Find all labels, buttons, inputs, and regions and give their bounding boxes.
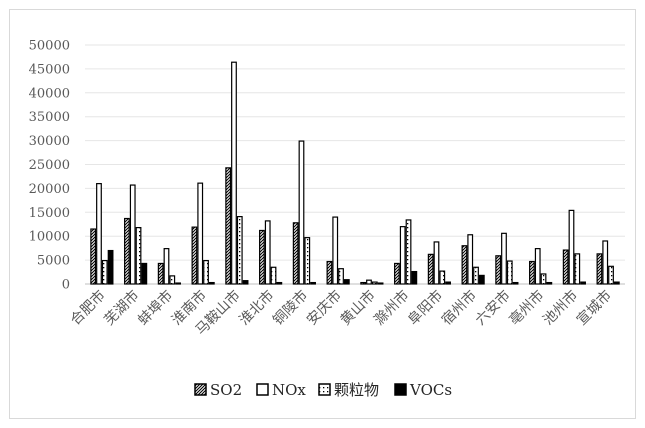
bar-SO2-安庆市 xyxy=(326,260,333,285)
bar-SO2-池州市 xyxy=(562,249,569,285)
bar-SO2-合肥市 xyxy=(90,228,97,285)
bar-SO2-六安市 xyxy=(495,255,502,285)
bar-颗粒物-安庆市 xyxy=(338,268,344,285)
bar-VOCs-淮北市 xyxy=(276,281,283,285)
y-tick-label: 45000 xyxy=(29,62,70,77)
bar-颗粒物-铜陵市 xyxy=(304,237,311,285)
bar-VOCs-安庆市 xyxy=(343,279,350,285)
bar-NOx-亳州市 xyxy=(534,248,541,285)
chart-frame: 0 5000 10000 15000 20000 25000 30000 35000 40000… xyxy=(9,9,636,419)
bar-NOx-六安市 xyxy=(501,232,507,285)
bar-VOCs-阜阳市 xyxy=(445,281,451,285)
bar-chart: 0 5000 10000 15000 20000 25000 30000 35000 40000… xyxy=(29,39,625,399)
bar-NOx-马鞍山市 xyxy=(231,61,237,285)
legend-label-SO2: SO2 xyxy=(210,381,242,399)
bar-NOx-淮南市 xyxy=(197,182,204,285)
x-tick-label: 亳州市 xyxy=(506,287,548,329)
bar-NOx-安庆市 xyxy=(332,216,339,285)
x-tick-label: 宣城市 xyxy=(573,287,615,329)
bar-NOx-合肥市 xyxy=(96,183,102,285)
bar-VOCs-芜湖市 xyxy=(141,262,148,285)
bar-NOx-宣城市 xyxy=(602,240,609,285)
bar-颗粒物-蚌埠市 xyxy=(169,275,176,285)
x-tick-label: 安庆市 xyxy=(303,287,345,329)
bar-VOCs-淮南市 xyxy=(208,281,215,285)
bar-颗粒物-亳州市 xyxy=(540,273,547,285)
bar-SO2-宣城市 xyxy=(596,253,603,285)
bar-VOCs-宿州市 xyxy=(478,274,485,285)
legend-label-NOx: NOx xyxy=(272,381,306,399)
legend-swatch-NOx xyxy=(256,383,269,396)
bar-颗粒物-淮北市 xyxy=(270,266,277,285)
bar-VOCs-六安市 xyxy=(512,281,519,285)
bar-SO2-淮南市 xyxy=(191,226,198,285)
bar-颗粒物-池州市 xyxy=(574,253,581,285)
legend-swatch-VOCs xyxy=(394,383,407,396)
x-tick-label: 芜湖市 xyxy=(101,287,143,329)
bar-颗粒物-滁州市 xyxy=(405,219,412,285)
legend-swatch-SO2 xyxy=(194,383,207,396)
legend-label-VOCs: VOCs xyxy=(409,381,452,399)
bar-颗粒物-黄山市 xyxy=(371,281,378,285)
x-tick-label: 铜陵市 xyxy=(269,287,311,329)
x-tick-label: 池州市 xyxy=(539,287,581,329)
bar-NOx-宿州市 xyxy=(467,234,474,285)
bar-NOx-淮北市 xyxy=(264,220,271,285)
bar-SO2-黄山市 xyxy=(360,281,367,285)
x-tick-label: 阜阳市 xyxy=(404,287,446,329)
y-tick-label: 20000 xyxy=(29,182,70,197)
y-tick-label: 25000 xyxy=(29,158,70,173)
x-tick-label: 蚌埠市 xyxy=(134,287,176,329)
bar-VOCs-黄山市 xyxy=(377,282,384,285)
y-tick-label: 30000 xyxy=(29,134,70,149)
bar-SO2-宿州市 xyxy=(461,245,468,285)
x-tick-label: 黄山市 xyxy=(337,287,379,329)
y-tick-label: 15000 xyxy=(29,206,70,221)
bar-SO2-蚌埠市 xyxy=(157,262,164,285)
bar-SO2-马鞍山市 xyxy=(225,167,232,285)
bar-VOCs-池州市 xyxy=(580,281,586,285)
bar-NOx-池州市 xyxy=(568,209,575,285)
bar-VOCs-亳州市 xyxy=(546,281,553,285)
bar-SO2-芜湖市 xyxy=(124,217,130,285)
bar-NOx-阜阳市 xyxy=(433,241,440,285)
y-tick-label: 35000 xyxy=(29,110,70,125)
bar-NOx-芜湖市 xyxy=(129,184,136,285)
bar-NOx-蚌埠市 xyxy=(163,248,170,285)
x-tick-label: 宿州市 xyxy=(438,287,480,329)
bar-NOx-黄山市 xyxy=(366,279,372,285)
bar-颗粒物-阜阳市 xyxy=(439,270,446,285)
bar-NOx-铜陵市 xyxy=(298,140,305,285)
bar-VOCs-滁州市 xyxy=(411,270,418,285)
bar-颗粒物-合肥市 xyxy=(101,259,108,285)
legend-label-颗粒物: 颗粒物 xyxy=(334,381,379,399)
bar-SO2-亳州市 xyxy=(529,260,535,285)
bar-VOCs-铜陵市 xyxy=(310,281,316,285)
bar-SO2-淮北市 xyxy=(259,229,265,285)
bar-颗粒物-马鞍山市 xyxy=(236,216,243,285)
bar-颗粒物-淮南市 xyxy=(203,259,209,285)
bar-SO2-滁州市 xyxy=(394,262,400,285)
y-tick-label: 10000 xyxy=(29,230,70,245)
x-tick-label: 合肥市 xyxy=(67,287,109,329)
bar-NOx-滁州市 xyxy=(399,226,406,285)
y-tick-label: 0 xyxy=(62,278,70,293)
bar-SO2-阜阳市 xyxy=(427,253,434,285)
bar-颗粒物-六安市 xyxy=(506,260,513,285)
x-tick-label: 六安市 xyxy=(472,287,514,329)
x-tick-label: 滁州市 xyxy=(371,287,413,329)
y-tick-label: 40000 xyxy=(29,86,70,101)
bar-VOCs-合肥市 xyxy=(107,249,114,285)
x-tick-label: 淮北市 xyxy=(236,287,278,329)
bar-颗粒物-宣城市 xyxy=(608,265,614,285)
bar-VOCs-宣城市 xyxy=(613,281,620,285)
bar-SO2-铜陵市 xyxy=(292,222,299,285)
y-tick-label: 50000 xyxy=(29,39,70,54)
legend-swatch-颗粒物 xyxy=(318,383,331,396)
y-tick-label: 5000 xyxy=(37,254,70,269)
bar-VOCs-蚌埠市 xyxy=(175,282,181,285)
bar-颗粒物-宿州市 xyxy=(473,266,479,285)
bar-颗粒物-芜湖市 xyxy=(135,226,142,285)
bar-VOCs-马鞍山市 xyxy=(242,280,249,285)
